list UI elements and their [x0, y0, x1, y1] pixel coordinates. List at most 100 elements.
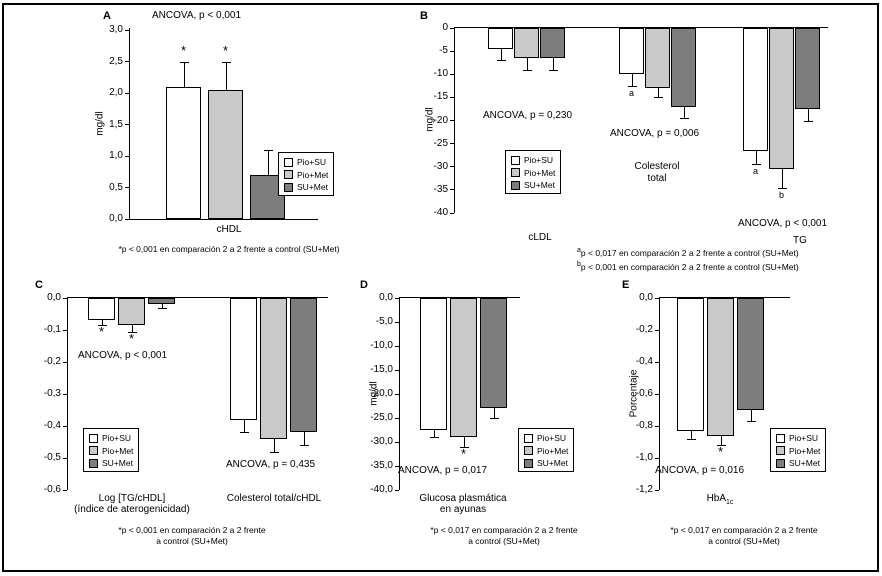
- legend: Pio+SU Pio+Met SU+Met: [83, 428, 140, 472]
- legend-item: SU+Met: [524, 458, 568, 468]
- bar: [420, 298, 447, 430]
- legend-item: SU+Met: [284, 182, 328, 192]
- y-tick: [125, 187, 129, 188]
- y-tick: [125, 124, 129, 125]
- y-tick-label: 2,5: [109, 55, 123, 67]
- ancova-label-b-cldl: ANCOVA, p = 0,230: [483, 110, 573, 121]
- x-axis: [399, 297, 520, 298]
- group-label-subscript: 1c: [726, 499, 734, 506]
- error-bar: [690, 430, 692, 439]
- error-bar: [807, 108, 809, 121]
- y-tick-label: -0,8: [635, 420, 653, 431]
- legend-item: SU+Met: [511, 180, 555, 190]
- y-tick: [450, 50, 454, 52]
- group-label-chdl: cHDL: [216, 224, 242, 235]
- y-tick: [655, 297, 659, 299]
- error-bar: [683, 106, 685, 119]
- y-tick-label: -10: [433, 68, 448, 80]
- error-bar: [463, 437, 465, 447]
- y-tick-label: 1,5: [109, 118, 123, 130]
- legend-swatch: [524, 446, 533, 455]
- group-label-line: (índice de aterogenicidad): [74, 504, 190, 515]
- error-bar: [755, 150, 757, 165]
- y-tick: [450, 166, 454, 168]
- y-tick-label: 0,0: [47, 292, 61, 303]
- bar: [743, 28, 768, 151]
- legend-label: Pio+SU: [297, 157, 327, 167]
- bar: [514, 28, 539, 59]
- error-bar-cap: [777, 187, 787, 189]
- y-axis-title-b: mg/dl: [424, 107, 436, 132]
- footnote-line: a control (SU+Met): [156, 536, 228, 546]
- error-bar-cap: [239, 432, 249, 434]
- y-tick-label: -1,2: [635, 484, 653, 495]
- legend-label: Pio+Met: [524, 167, 556, 178]
- y-tick-label: -30: [433, 160, 448, 172]
- y-axis: [129, 28, 130, 219]
- footnote-c: *p < 0,001 en comparación 2 a 2 frente a…: [52, 525, 332, 547]
- bar: [769, 28, 794, 170]
- group-label-log-tg-chdl: Log [TG/cHDL] (índice de aterogenicidad): [61, 493, 203, 515]
- bar: [488, 28, 513, 49]
- significance-marker: *: [180, 42, 187, 58]
- y-tick: [63, 329, 67, 331]
- y-tick: [395, 465, 399, 467]
- y-tick: [655, 361, 659, 363]
- y-axis: [399, 298, 400, 490]
- y-tick-label: -0,6: [43, 484, 61, 495]
- y-tick-label: 3,0: [109, 24, 123, 35]
- error-bar-cap: [803, 120, 813, 122]
- y-tick: [63, 489, 67, 491]
- footnote-line: bp < 0,001 en comparación 2 a 2 frente a…: [577, 259, 799, 273]
- footnote-a: *p < 0,001 en comparación 2 a 2 frente a…: [118, 244, 340, 254]
- error-bar-cap: [429, 437, 439, 439]
- error-bar-cap: [157, 308, 167, 310]
- legend-label: Pio+Met: [297, 169, 329, 180]
- y-tick: [655, 457, 659, 459]
- y-tick: [63, 425, 67, 427]
- error-bar-cap: [269, 451, 279, 453]
- bar: [480, 298, 507, 409]
- bar: [707, 298, 734, 436]
- error-bar: [552, 58, 554, 70]
- error-bar-cap: [686, 438, 696, 440]
- y-tick-label: 0,5: [109, 181, 123, 193]
- legend-item: SU+Met: [89, 458, 133, 468]
- legend: Pio+SU Pio+Met SU+Met: [770, 428, 827, 472]
- legend-item: Pio+Met: [511, 168, 555, 178]
- footnote-b: ap < 0,017 en comparación 2 a 2 frente a…: [577, 245, 799, 273]
- bar: [671, 28, 696, 107]
- footnote-text: p < 0,017 en comparación 2 a 2 frente a …: [580, 247, 799, 258]
- y-tick-label: 0: [442, 22, 448, 33]
- group-label-line: Colesterol: [634, 161, 680, 172]
- group-label-cldl: cLDL: [528, 232, 552, 243]
- y-tick-label: 1,0: [109, 150, 123, 161]
- legend-label: Pio+Met: [537, 445, 569, 456]
- error-bar-cap: [653, 97, 663, 99]
- y-tick-label: -0,1: [43, 324, 61, 335]
- error-bar-cap: [459, 446, 469, 448]
- error-bar: [303, 432, 305, 446]
- significance-marker: *: [460, 445, 467, 461]
- legend-swatch: [776, 458, 785, 468]
- y-tick-label: -15,0: [370, 364, 393, 375]
- footnote-d: *p < 0,017 en comparación 2 a 2 frente a…: [364, 525, 644, 547]
- y-tick: [395, 441, 399, 443]
- bar: [737, 298, 764, 410]
- error-bar: [101, 320, 103, 326]
- y-tick: [395, 393, 399, 395]
- y-tick-label: -0,2: [43, 356, 61, 367]
- legend-label: SU+Met: [789, 458, 820, 468]
- y-tick-label: -25,0: [370, 412, 393, 423]
- legend-label: SU+Met: [297, 182, 328, 192]
- bar: [795, 28, 820, 109]
- bar: [230, 298, 257, 420]
- ancova-label-b-tg: ANCOVA, p < 0,001: [738, 218, 828, 229]
- y-tick-label: -15: [433, 91, 448, 103]
- error-bar: [720, 435, 722, 446]
- footnote-line: ap < 0,017 en comparación 2 a 2 frente a…: [577, 245, 799, 259]
- error-bar: [273, 438, 275, 452]
- footnote-line: a control (SU+Met): [708, 536, 780, 546]
- ancova-label-e: ANCOVA, p = 0,016: [655, 465, 745, 476]
- bar: [645, 28, 670, 89]
